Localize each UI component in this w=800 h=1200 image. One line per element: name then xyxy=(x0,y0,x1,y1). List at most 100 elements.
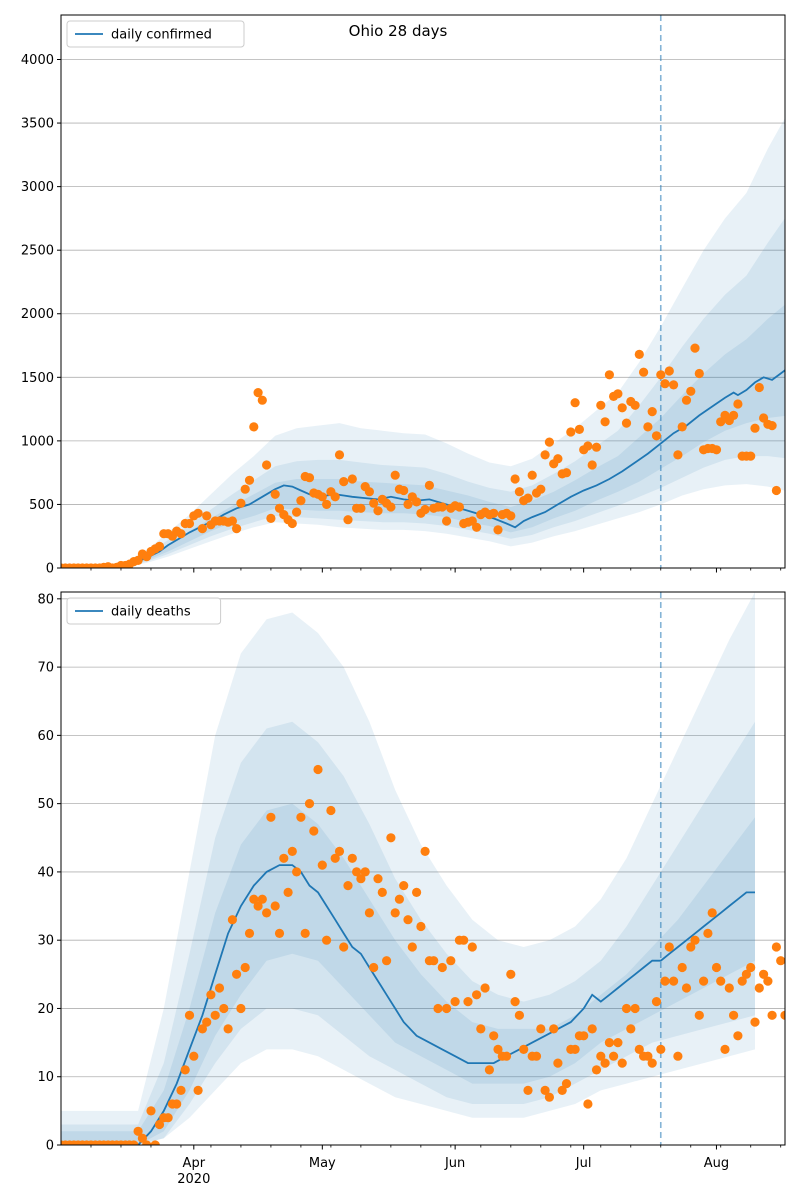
confirmed-observed-point xyxy=(287,518,297,529)
deaths-observed-point xyxy=(647,1058,657,1068)
confirmed-observed-point xyxy=(232,524,242,534)
confirmed-observed-point xyxy=(292,507,302,517)
deaths-observed-point xyxy=(202,1017,212,1027)
deaths-observed-point xyxy=(326,805,336,816)
deaths-observed-point xyxy=(219,1003,229,1014)
deaths-observed-point xyxy=(596,1051,606,1061)
deaths-observed-point xyxy=(570,1044,580,1054)
deaths-observed-point xyxy=(373,874,383,884)
deaths-x-tick-label: Jul xyxy=(575,1156,592,1171)
deaths-observed-point xyxy=(270,901,280,911)
deaths-observed-point xyxy=(292,867,302,877)
confirmed-observed-point xyxy=(197,524,207,534)
confirmed-observed-point xyxy=(403,499,413,509)
confirmed-axes-frame xyxy=(60,14,786,569)
deaths-observed-point xyxy=(262,908,272,918)
deaths-observed-point xyxy=(763,976,773,986)
confirmed-observed-point xyxy=(656,370,666,380)
confirmed-observed-point xyxy=(587,460,597,470)
deaths-observed-point xyxy=(364,908,374,918)
deaths-observed-point xyxy=(489,1031,499,1041)
confirmed-observed-point xyxy=(343,515,353,525)
confirmed-observed-point xyxy=(677,422,687,432)
confirmed-observed-point xyxy=(506,511,516,521)
confirmed-observed-point xyxy=(193,508,203,518)
confirmed-observed-point xyxy=(257,395,267,405)
confirmed-observed-point xyxy=(420,504,430,515)
confirmed-observed-point xyxy=(176,529,186,539)
deaths-observed-point xyxy=(767,1010,777,1020)
confirmed-observed-point xyxy=(664,366,674,376)
deaths-observed-point xyxy=(309,826,319,836)
deaths-observed-point xyxy=(382,956,392,966)
deaths-x-tick-label: May xyxy=(309,1156,336,1171)
deaths-observed-point xyxy=(716,976,726,986)
deaths-observed-point xyxy=(540,1085,550,1095)
confirmed-observed-point xyxy=(570,398,580,408)
deaths-observed-point xyxy=(257,894,267,904)
deaths-observed-point xyxy=(553,1058,563,1068)
confirmed-observed-point xyxy=(356,503,366,513)
confirmed-observed-point xyxy=(369,498,379,508)
deaths-observed-point xyxy=(699,976,709,986)
confirmed-observed-point xyxy=(253,388,263,398)
deaths-observed-point xyxy=(407,942,417,952)
deaths-observed-point xyxy=(206,990,216,1000)
confirmed-uncertainty-band-1 xyxy=(61,117,785,568)
deaths-observed-point xyxy=(626,1024,636,1034)
confirmed-observed-point xyxy=(270,489,280,499)
deaths-observed-point xyxy=(776,956,785,966)
confirmed-observed-point xyxy=(729,410,739,420)
deaths-observed-point xyxy=(681,983,692,993)
deaths-observed-point xyxy=(609,1051,619,1061)
deaths-observed-point xyxy=(463,997,473,1007)
deaths-y-tick-label: 80 xyxy=(37,592,54,607)
confirmed-observed-point xyxy=(347,474,357,484)
confirmed-observed-point xyxy=(472,522,482,532)
confirmed-observed-point xyxy=(386,502,396,512)
confirmed-y-tick-label: 500 xyxy=(29,498,54,513)
confirmed-observed-point xyxy=(733,399,743,409)
deaths-observed-point xyxy=(686,942,696,952)
deaths-observed-point xyxy=(390,908,400,918)
deaths-x-tick-label: Aug xyxy=(704,1156,729,1171)
deaths-observed-point xyxy=(420,846,430,857)
confirmed-observed-point xyxy=(334,450,345,460)
deaths-observed-point xyxy=(317,860,327,870)
deaths-uncertainty-band-1 xyxy=(61,592,755,1145)
deaths-x-tick-label: Jun xyxy=(444,1156,465,1171)
deaths-observed-point xyxy=(746,962,756,973)
confirmed-observed-point xyxy=(639,367,649,377)
deaths-observed-point xyxy=(253,901,263,911)
deaths-observed-point xyxy=(673,1051,683,1061)
deaths-observed-point xyxy=(759,969,769,979)
confirmed-observed-point xyxy=(373,506,383,516)
confirmed-observed-point xyxy=(690,343,700,353)
deaths-observed-point xyxy=(656,1044,666,1054)
confirmed-observed-point xyxy=(617,403,627,413)
deaths-observed-point xyxy=(613,1038,623,1048)
deaths-observed-point xyxy=(651,997,662,1007)
confirmed-y-tick-label: 0 xyxy=(46,562,54,577)
deaths-observed-point xyxy=(189,1051,199,1061)
confirmed-observed-point xyxy=(304,473,315,483)
confirmed-y-tick-label: 3000 xyxy=(21,180,54,195)
deaths-observed-point xyxy=(360,867,370,877)
confirmed-observed-point xyxy=(536,484,546,494)
deaths-observed-point xyxy=(227,915,237,925)
deaths-observed-point xyxy=(429,956,439,966)
deaths-observed-point xyxy=(369,962,379,973)
deaths-observed-point xyxy=(472,990,482,1000)
deaths-observed-point xyxy=(304,799,315,809)
deaths-observed-point xyxy=(154,1119,165,1130)
confirmed-observed-point xyxy=(266,513,276,524)
deaths-observed-point xyxy=(557,1085,567,1095)
deaths-observed-point xyxy=(643,1051,653,1061)
deaths-observed-point xyxy=(232,969,242,979)
deaths-y-tick-label: 70 xyxy=(37,661,54,676)
confirmed-observed-point xyxy=(249,422,259,432)
confirmed-observed-point xyxy=(750,423,760,433)
deaths-observed-point xyxy=(279,853,289,863)
deaths-x-tick-sublabel: 2020 xyxy=(177,1172,210,1187)
